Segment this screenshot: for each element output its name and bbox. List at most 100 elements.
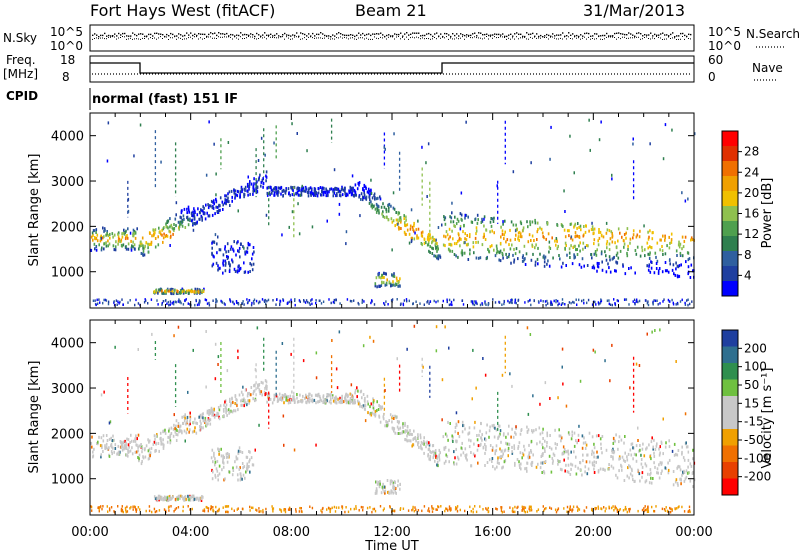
scatter-cell	[270, 188, 273, 192]
noise-search-dot	[656, 36, 657, 37]
scatter-cell	[370, 189, 372, 193]
noise-search-dot	[154, 37, 155, 39]
scatter-cell	[167, 435, 169, 439]
scatter-cell	[620, 438, 623, 442]
sparse-cell	[364, 419, 367, 423]
noise-search-dot	[402, 36, 403, 38]
noise-dot	[524, 35, 526, 38]
noise-dot	[518, 33, 520, 35]
ground-scatter-cell	[667, 298, 670, 302]
scatter-cell	[136, 227, 138, 231]
colorbar-cell	[722, 176, 738, 192]
ground-scatter-cell	[514, 301, 516, 304]
scatter-cell	[593, 442, 595, 446]
ground-scatter-cell	[237, 303, 240, 306]
scatter-cell	[243, 261, 245, 265]
scatter-cell	[624, 435, 626, 438]
ground-scatter-cell	[656, 299, 658, 302]
scatter-cell	[369, 193, 371, 197]
noise-dot	[232, 34, 234, 36]
scatter-cell	[103, 247, 105, 251]
ground-scatter-cell	[104, 298, 107, 302]
scatter-cell	[505, 252, 507, 256]
ground-scatter-cell	[121, 505, 123, 508]
scatter-cell	[503, 248, 505, 252]
sparse-cell	[684, 412, 687, 416]
scatter-cell	[498, 258, 500, 262]
noise-search-dot	[148, 38, 149, 40]
scatter-cell	[546, 431, 548, 435]
ground-scatter-cell	[177, 506, 180, 509]
ground-scatter-cell	[595, 507, 597, 510]
scatter-cell	[608, 266, 610, 270]
scatter-cell	[521, 259, 524, 263]
scatter-cell	[515, 432, 517, 436]
scatter-cell	[423, 241, 426, 245]
noise-dot	[158, 33, 160, 35]
scatter-cell	[448, 242, 450, 246]
noise-search-dot	[548, 38, 549, 40]
scatter-cell	[402, 422, 404, 426]
ground-scatter-cell	[671, 298, 673, 302]
scatter-cell	[200, 422, 202, 426]
scatter-cell	[390, 489, 392, 493]
noise-search-dot	[464, 38, 465, 40]
ground-scatter-cell	[517, 298, 520, 302]
scatter-cell	[171, 289, 174, 293]
scatter-cell	[404, 438, 406, 442]
sparse-cell	[384, 147, 386, 151]
scatter-cell	[450, 216, 453, 220]
ground-scatter-cell	[654, 299, 657, 302]
scatter-cell	[363, 189, 365, 193]
scatter-cell	[356, 386, 358, 390]
scatter-cell	[298, 187, 301, 190]
ground-scatter-cell	[471, 300, 473, 303]
sparse-cell	[247, 175, 249, 179]
scatter-cell	[612, 466, 615, 470]
scatter-cell	[408, 232, 411, 236]
scatter-cell	[489, 444, 492, 447]
sparse-cell	[651, 330, 653, 334]
sparse-cell	[511, 384, 513, 388]
scatter-cell	[198, 415, 201, 419]
scatter-cell	[470, 464, 472, 468]
ground-scatter-cell	[279, 300, 282, 303]
y-tick-label: 2000	[51, 427, 84, 442]
ground-scatter-cell	[511, 301, 513, 305]
scatter-cell	[641, 475, 643, 479]
sparse-cell	[408, 241, 411, 245]
scatter-cell	[339, 396, 341, 400]
scatter-cell	[189, 428, 191, 432]
scatter-cell	[317, 191, 320, 195]
scatter-cell	[338, 189, 341, 193]
scatter-cell	[233, 409, 235, 413]
sparse-cell	[649, 142, 651, 146]
noise-dot	[502, 33, 504, 35]
scatter-cell	[388, 280, 391, 284]
scatter-cell	[512, 223, 515, 227]
sparse-cell	[496, 184, 498, 188]
scatter-cell	[379, 480, 381, 484]
scatter-cell	[430, 451, 432, 455]
scatter-cell	[413, 221, 415, 225]
scatter-cell	[225, 250, 227, 254]
scatter-cell	[211, 206, 214, 210]
scatter-cell	[101, 444, 103, 448]
scatter-cell	[361, 198, 364, 202]
scatter-cell	[612, 442, 615, 445]
scatter-cell	[459, 225, 462, 229]
scatter-cell	[147, 438, 149, 442]
scatter-cell	[562, 452, 565, 456]
scatter-cell	[170, 291, 172, 295]
sparse-cell	[464, 213, 466, 217]
scatter-cell	[396, 279, 398, 283]
scatter-cell	[127, 438, 130, 442]
scatter-cell	[629, 448, 632, 452]
scatter-cell	[566, 450, 568, 454]
scatter-cell	[159, 230, 161, 234]
scatter-cell	[225, 410, 227, 414]
scatter-cell	[240, 185, 243, 189]
ground-scatter-cell	[511, 509, 514, 513]
scatter-cell	[489, 245, 492, 249]
scatter-cell	[243, 193, 246, 197]
